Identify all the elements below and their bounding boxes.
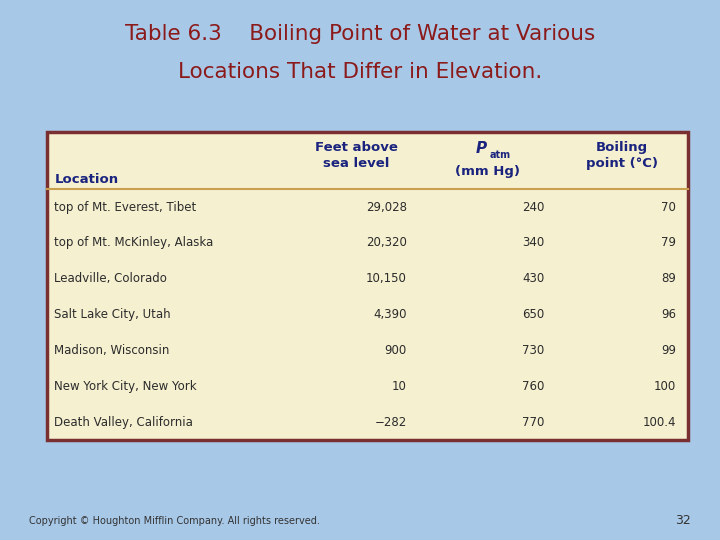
Text: 89: 89 [661,272,676,285]
Text: 760: 760 [522,380,545,393]
Text: 10,150: 10,150 [366,272,407,285]
Text: Madison, Wisconsin: Madison, Wisconsin [55,344,170,357]
Text: top of Mt. Everest, Tibet: top of Mt. Everest, Tibet [55,201,197,214]
Text: 79: 79 [661,237,676,249]
Text: P: P [476,141,487,157]
Text: −282: −282 [374,416,407,429]
Text: 430: 430 [523,272,545,285]
Text: 29,028: 29,028 [366,201,407,214]
Text: 730: 730 [523,344,545,357]
Text: Feet above
sea level: Feet above sea level [315,140,397,170]
Text: Locations That Differ in Elevation.: Locations That Differ in Elevation. [178,62,542,82]
Text: 10: 10 [392,380,407,393]
Text: Table 6.3    Boiling Point of Water at Various: Table 6.3 Boiling Point of Water at Vari… [125,24,595,44]
Text: 650: 650 [523,308,545,321]
Text: 96: 96 [661,308,676,321]
Text: 100.4: 100.4 [642,416,676,429]
Text: 99: 99 [661,344,676,357]
Text: 20,320: 20,320 [366,237,407,249]
Text: 340: 340 [523,237,545,249]
Text: 770: 770 [522,416,545,429]
Text: Salt Lake City, Utah: Salt Lake City, Utah [55,308,171,321]
Text: New York City, New York: New York City, New York [55,380,197,393]
Text: 32: 32 [675,514,691,526]
Text: 100: 100 [654,380,676,393]
Text: 240: 240 [522,201,545,214]
Text: Boiling
point (°C): Boiling point (°C) [586,140,658,170]
Text: 70: 70 [661,201,676,214]
Text: Death Valley, California: Death Valley, California [55,416,194,429]
Text: Copyright © Houghton Mifflin Company. All rights reserved.: Copyright © Houghton Mifflin Company. Al… [29,516,320,526]
Text: (mm Hg): (mm Hg) [455,165,520,178]
Text: Leadville, Colorado: Leadville, Colorado [55,272,167,285]
Text: 4,390: 4,390 [374,308,407,321]
Text: top of Mt. McKinley, Alaska: top of Mt. McKinley, Alaska [55,237,214,249]
Text: Location: Location [55,173,119,186]
Text: atm: atm [490,150,511,160]
Text: 900: 900 [384,344,407,357]
